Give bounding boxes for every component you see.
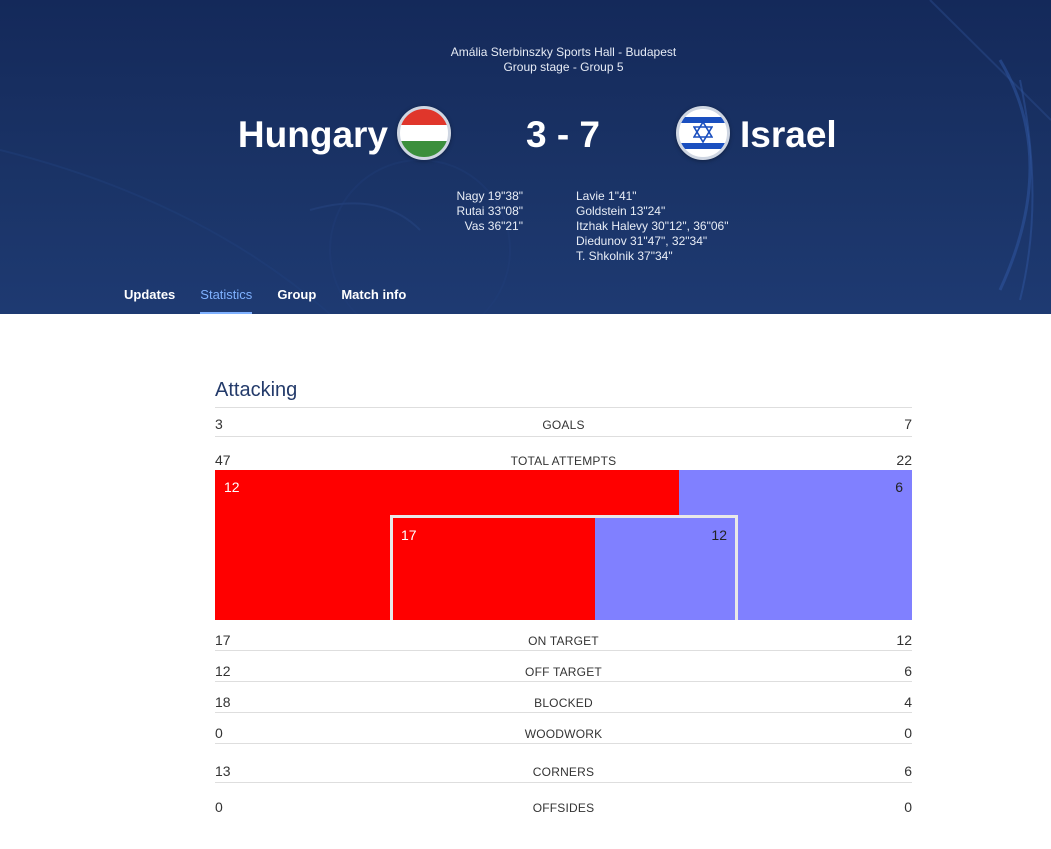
stat-row-on-target: 17 ON TARGET 12 bbox=[215, 632, 912, 654]
divider bbox=[215, 407, 912, 408]
woodwork-away-value: 0 bbox=[904, 725, 912, 741]
match-stage: Group stage - Group 5 bbox=[503, 60, 624, 74]
stat-row-goals: 3 GOALS 7 bbox=[215, 416, 912, 438]
stat-row-off-target: 12 OFF TARGET 6 bbox=[215, 663, 912, 685]
home-team-name: Hungary bbox=[237, 114, 388, 155]
divider bbox=[215, 681, 912, 682]
offsides-label: OFFSIDES bbox=[532, 801, 595, 815]
attempts-graphic: 12 6 17 12 bbox=[215, 470, 912, 620]
tab-match-info[interactable]: Match info bbox=[341, 287, 407, 302]
venue-name: Amália Sterbinszky Sports Hall - Budapes… bbox=[450, 45, 677, 59]
home-scorer: Vas 36"21" bbox=[464, 219, 523, 233]
blocked-home-value: 18 bbox=[215, 694, 231, 710]
total-attempts-label: TOTAL ATTEMPTS bbox=[510, 454, 617, 468]
away-team-name: Israel bbox=[740, 114, 837, 155]
on-target-label: ON TARGET bbox=[528, 634, 599, 648]
stat-row-total-attempts: 47 TOTAL ATTEMPTS 22 bbox=[215, 452, 912, 474]
offsides-home-value: 0 bbox=[215, 799, 223, 815]
tab-updates[interactable]: Updates bbox=[124, 287, 176, 302]
match-score: 3 - 7 bbox=[525, 114, 601, 155]
goals-away-value: 7 bbox=[904, 416, 912, 432]
goals-home-value: 3 bbox=[215, 416, 223, 432]
away-scorer: Goldstein 13"24" bbox=[576, 204, 666, 218]
total-attempts-away-value: 22 bbox=[896, 452, 912, 468]
on-target-away-value: 12 bbox=[896, 632, 912, 648]
blocked-label: BLOCKED bbox=[534, 696, 593, 710]
home-scorer: Rutai 33"08" bbox=[456, 204, 523, 218]
away-off-target-number: 6 bbox=[895, 479, 903, 495]
divider bbox=[215, 650, 912, 651]
tab-group[interactable]: Group bbox=[277, 287, 317, 302]
home-on-target-area bbox=[393, 518, 595, 620]
home-scorer: Nagy 19"38" bbox=[456, 189, 523, 203]
divider bbox=[215, 712, 912, 713]
match-venue-block: Amália Sterbinszky Sports Hall - Budapes… bbox=[0, 45, 1051, 75]
stat-row-blocked: 18 BLOCKED 4 bbox=[215, 694, 912, 716]
stat-row-offsides: 0 OFFSIDES 0 bbox=[215, 799, 912, 821]
goal-frame: 17 12 bbox=[390, 515, 738, 620]
divider bbox=[215, 436, 912, 437]
home-scorers-list: Nagy 19"38" Rutai 33"08" Vas 36"21" bbox=[456, 189, 523, 234]
corners-home-value: 13 bbox=[215, 763, 231, 779]
stat-row-woodwork: 0 WOODWORK 0 bbox=[215, 725, 912, 747]
away-scorer: T. Shkolnik 37"34" bbox=[576, 249, 673, 263]
match-header: Amália Sterbinszky Sports Hall - Budapes… bbox=[0, 0, 1051, 314]
woodwork-home-value: 0 bbox=[215, 725, 223, 741]
away-scorer: Lavie 1"41" bbox=[576, 189, 637, 203]
offsides-away-value: 0 bbox=[904, 799, 912, 815]
home-off-target-number: 12 bbox=[224, 479, 240, 495]
match-tabs: Updates Statistics Group Match info bbox=[124, 287, 431, 314]
stat-row-corners: 13 CORNERS 6 bbox=[215, 763, 912, 785]
divider bbox=[215, 743, 912, 744]
off-target-label: OFF TARGET bbox=[525, 665, 602, 679]
goals-label: GOALS bbox=[542, 418, 585, 432]
blocked-away-value: 4 bbox=[904, 694, 912, 710]
background-decoration bbox=[0, 0, 1051, 314]
tab-statistics[interactable]: Statistics bbox=[200, 287, 253, 314]
corners-away-value: 6 bbox=[904, 763, 912, 779]
on-target-home-value: 17 bbox=[215, 632, 231, 648]
away-scorer: Diedunov 31"47", 32"34" bbox=[576, 234, 708, 248]
divider bbox=[215, 782, 912, 783]
off-target-away-value: 6 bbox=[904, 663, 912, 679]
section-title-attacking: Attacking bbox=[215, 379, 298, 401]
off-target-home-value: 12 bbox=[215, 663, 231, 679]
woodwork-label: WOODWORK bbox=[524, 727, 603, 741]
home-on-target-number: 17 bbox=[401, 527, 417, 543]
away-scorers-list: Lavie 1"41" Goldstein 13"24" Itzhak Hale… bbox=[576, 189, 728, 264]
away-on-target-number: 12 bbox=[711, 527, 727, 543]
corners-label: CORNERS bbox=[532, 765, 595, 779]
israel-flag-icon bbox=[676, 106, 730, 160]
total-attempts-home-value: 47 bbox=[215, 452, 231, 468]
away-scorer: Itzhak Halevy 30"12", 36"06" bbox=[576, 219, 729, 233]
hungary-flag-icon bbox=[397, 106, 451, 160]
